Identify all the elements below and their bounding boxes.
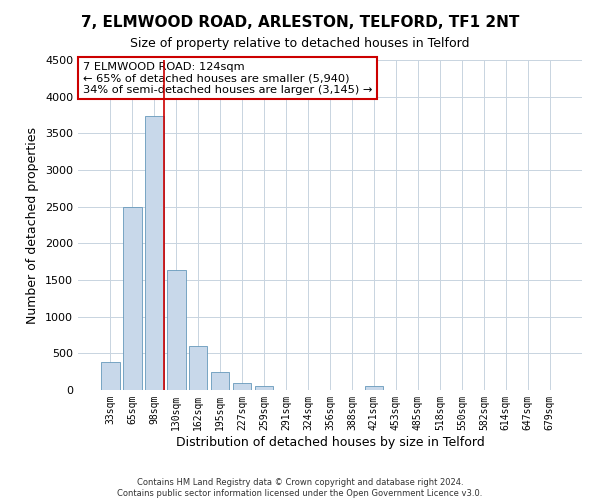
Text: 7, ELMWOOD ROAD, ARLESTON, TELFORD, TF1 2NT: 7, ELMWOOD ROAD, ARLESTON, TELFORD, TF1 … [81, 15, 519, 30]
Bar [101, 362, 119, 390]
Y-axis label: Number of detached properties: Number of detached properties [26, 126, 40, 324]
Bar [145, 116, 164, 390]
Bar [167, 270, 185, 390]
Text: Contains HM Land Registry data © Crown copyright and database right 2024.
Contai: Contains HM Land Registry data © Crown c… [118, 478, 482, 498]
X-axis label: Distribution of detached houses by size in Telford: Distribution of detached houses by size … [176, 436, 484, 448]
Text: Size of property relative to detached houses in Telford: Size of property relative to detached ho… [130, 38, 470, 51]
Bar [233, 382, 251, 390]
Bar [365, 386, 383, 390]
Bar [255, 386, 274, 390]
Bar [211, 372, 229, 390]
Bar [123, 206, 142, 390]
Text: 7 ELMWOOD ROAD: 124sqm
← 65% of detached houses are smaller (5,940)
34% of semi-: 7 ELMWOOD ROAD: 124sqm ← 65% of detached… [83, 62, 373, 95]
Bar [189, 346, 208, 390]
